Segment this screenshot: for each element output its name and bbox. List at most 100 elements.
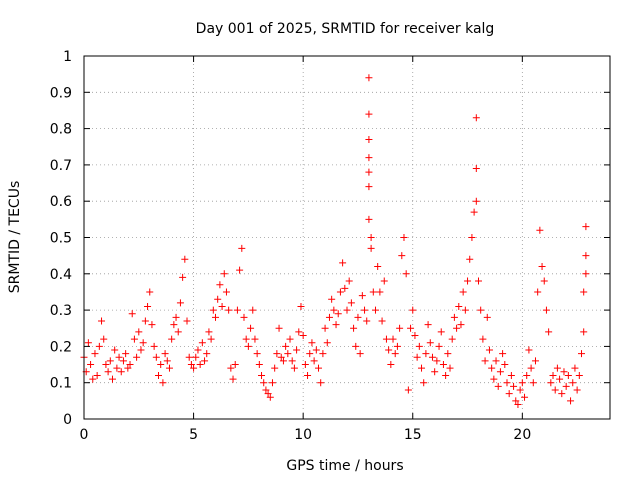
data-point [582, 270, 590, 278]
data-point [148, 321, 156, 329]
data-point [527, 364, 535, 372]
data-point [266, 393, 274, 401]
data-point [87, 361, 95, 369]
data-point [115, 353, 123, 361]
data-point [494, 382, 502, 390]
data-point [365, 110, 373, 118]
x-tick-label: 10 [294, 427, 312, 443]
data-point [521, 393, 529, 401]
data-point [470, 208, 478, 216]
data-point [485, 346, 493, 354]
data-point [365, 74, 373, 82]
data-point [133, 353, 141, 361]
data-point [146, 288, 154, 296]
data-point [251, 335, 259, 343]
data-point [367, 244, 375, 252]
data-point [472, 114, 480, 122]
data-point [198, 339, 206, 347]
data-point [130, 335, 138, 343]
data-point [139, 339, 147, 347]
data-point [91, 350, 99, 358]
data-point [505, 390, 513, 398]
data-point [290, 364, 298, 372]
data-point [420, 379, 428, 387]
x-tick-label: 5 [189, 427, 198, 443]
data-point [464, 277, 472, 285]
data-point [571, 364, 579, 372]
data-point [347, 299, 355, 307]
data-point [531, 357, 539, 365]
data-point [424, 321, 432, 329]
data-point [84, 339, 92, 347]
data-point [435, 342, 443, 350]
data-point [310, 357, 318, 365]
data-point [472, 165, 480, 173]
data-point [284, 350, 292, 358]
data-point [205, 328, 213, 336]
data-point [336, 288, 344, 296]
data-point [529, 379, 537, 387]
data-point [391, 350, 399, 358]
data-point [207, 335, 215, 343]
data-point [157, 361, 165, 369]
data-point [288, 357, 296, 365]
y-tick-label: 0.9 [50, 85, 72, 101]
data-point [363, 317, 371, 325]
data-point [459, 288, 467, 296]
data-point [448, 335, 456, 343]
data-point [297, 302, 305, 310]
data-point [428, 353, 436, 361]
data-point [453, 324, 461, 332]
y-tick-label: 0.5 [50, 231, 72, 247]
data-point [332, 321, 340, 329]
data-point [308, 339, 316, 347]
data-point [507, 371, 515, 379]
data-point [286, 335, 294, 343]
data-point [496, 368, 504, 376]
data-point [124, 364, 132, 372]
grid-layer [84, 56, 610, 419]
data-point [216, 281, 224, 289]
data-point [299, 332, 307, 340]
data-point [185, 353, 193, 361]
data-point [516, 386, 524, 394]
data-point [106, 357, 114, 365]
data-point [492, 357, 500, 365]
data-point [551, 386, 559, 394]
data-point [525, 346, 533, 354]
data-point [569, 379, 577, 387]
data-point [518, 379, 526, 387]
data-point [369, 288, 377, 296]
data-point [350, 324, 358, 332]
data-point [514, 400, 522, 408]
data-point [218, 302, 226, 310]
data-point [242, 335, 250, 343]
data-point [244, 342, 252, 350]
data-point [144, 302, 152, 310]
data-point [179, 273, 187, 281]
data-point [334, 310, 342, 318]
data-point [168, 335, 176, 343]
y-tick-label: 0.8 [50, 122, 72, 138]
data-point [455, 302, 463, 310]
data-point [442, 371, 450, 379]
data-point [111, 346, 119, 354]
data-point [150, 342, 158, 350]
data-point [229, 375, 237, 383]
data-point [172, 313, 180, 321]
data-point [553, 364, 561, 372]
data-point [580, 288, 588, 296]
x-tick-label: 20 [513, 427, 531, 443]
data-point [411, 332, 419, 340]
data-point [367, 234, 375, 241]
data-point [352, 342, 360, 350]
data-point [227, 364, 235, 372]
data-point [479, 335, 487, 343]
data-point [89, 375, 97, 383]
data-point [258, 371, 266, 379]
data-point [233, 306, 241, 314]
y-axis-label: SRMTID / TECUs [7, 181, 23, 294]
data-point [225, 306, 233, 314]
data-point [490, 375, 498, 383]
data-point [534, 288, 542, 296]
